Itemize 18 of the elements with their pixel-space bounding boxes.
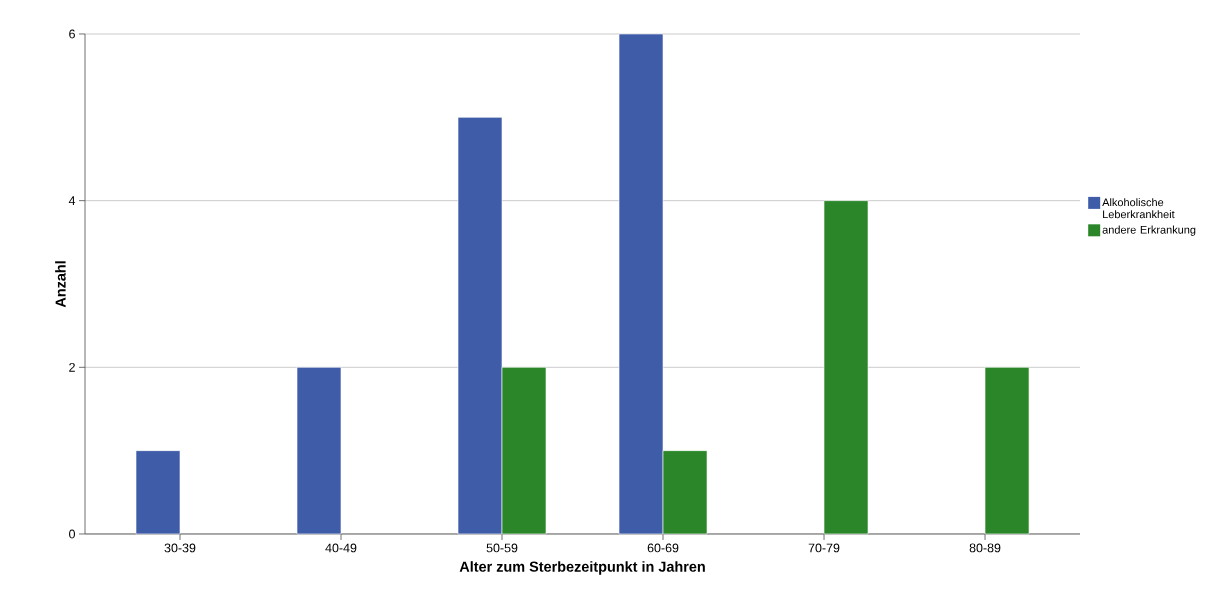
x-tick-label: 80-89 <box>969 543 1001 553</box>
x-tick-label: 60-69 <box>647 543 679 553</box>
y-axis-title: Anzahl <box>55 261 66 308</box>
bar <box>984 367 1030 535</box>
y-tick-label: 4 <box>68 196 76 205</box>
legend-label: andere Erkrankung <box>1102 225 1196 236</box>
x-tick-label: 30-39 <box>164 543 196 553</box>
y-tick-label: 2 <box>69 362 75 372</box>
bar <box>823 200 869 535</box>
legend-label: Alkoholische Leberkrankheit <box>1102 198 1175 219</box>
y-tick-label: 6 <box>69 29 75 39</box>
x-axis-title: Alter zum Sterbezeitpunkt in Jahren <box>459 561 705 575</box>
x-tick-label: 70-79 <box>808 543 840 553</box>
y-tick-label: 0 <box>69 529 75 539</box>
bar <box>296 367 342 535</box>
x-tick-label: 40-49 <box>325 543 357 553</box>
x-tick-label: 50-59 <box>486 543 518 553</box>
bar <box>135 450 181 535</box>
